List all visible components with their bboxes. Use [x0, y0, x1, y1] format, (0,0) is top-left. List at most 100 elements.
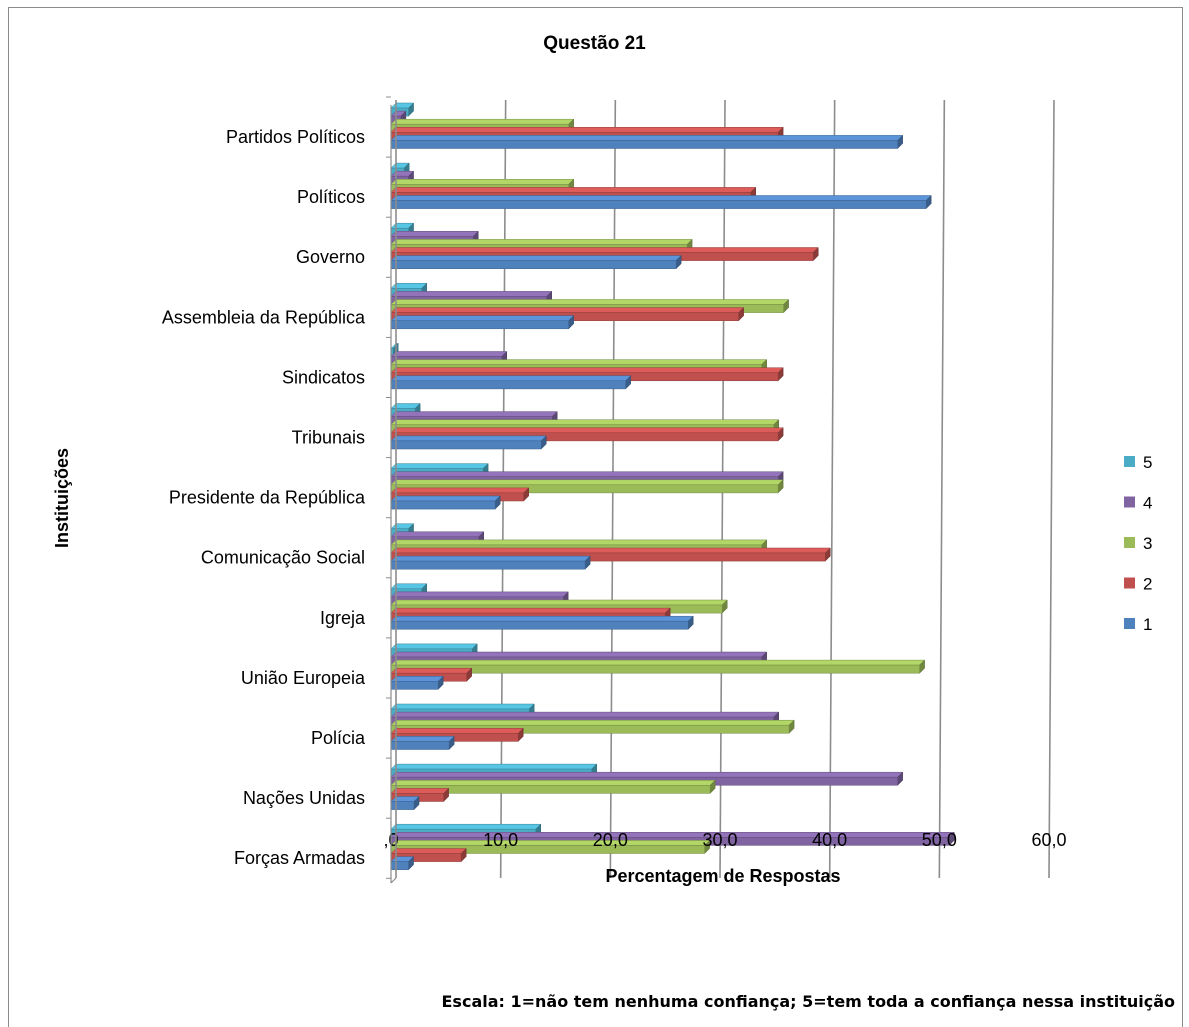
category-label: Tribunais: [292, 428, 365, 448]
y-axis-title: Instituições: [52, 448, 72, 548]
bar-series-1-11: [390, 795, 420, 811]
bar: [390, 200, 927, 209]
bar-top-face: [390, 471, 784, 477]
bar-top-face: [390, 736, 455, 742]
legend-swatch-5: [1124, 456, 1135, 467]
bar-top-face: [390, 307, 745, 313]
bar: [390, 380, 626, 390]
category-label: Forças Armadas: [234, 848, 365, 868]
bar: [390, 620, 689, 630]
bar-top-face: [390, 247, 819, 253]
bar-top-face: [390, 531, 485, 538]
bar-series-1-9: [390, 675, 444, 691]
bar-top-face: [390, 728, 524, 734]
gridline: [828, 99, 836, 879]
bar-top-face: [390, 711, 780, 718]
bar-top-face: [390, 651, 768, 658]
category-label: Sindicatos: [282, 367, 365, 387]
x-tick-label: 10,0: [483, 830, 518, 850]
x-tick-label: 50,0: [922, 830, 957, 850]
legend-label-4: 4: [1143, 494, 1152, 513]
bar-series-1-5: [390, 435, 547, 450]
bar-top-face: [390, 539, 768, 546]
bar-top-face: [390, 351, 508, 357]
bar-top-face: [390, 780, 716, 786]
category-label: Assembleia da República: [162, 307, 366, 327]
category-label: Polícia: [311, 728, 366, 748]
bar-top-face: [390, 435, 547, 442]
bar-top-face: [390, 427, 784, 434]
bar: [390, 560, 586, 570]
bar: [390, 440, 542, 450]
category-label: Comunicação Social: [201, 548, 365, 568]
legend-label-2: 2: [1143, 575, 1152, 594]
bar-top-face: [390, 127, 784, 133]
category-label: Políticos: [297, 187, 365, 207]
bar-series-3-9: [390, 659, 926, 674]
bar-top-face: [390, 763, 598, 770]
axis-corner: [390, 877, 397, 884]
legend-label-5: 5: [1143, 453, 1152, 472]
bar-series-1-3: [390, 315, 575, 330]
bar-top-face: [390, 118, 575, 125]
gridline: [1048, 99, 1055, 879]
bar-series-1-7: [390, 555, 591, 570]
bar-top-face: [390, 231, 479, 237]
bar-series-1-2: [390, 254, 682, 270]
x-tick-label: 40,0: [812, 830, 847, 850]
bar-series-1-4: [390, 375, 632, 390]
bar: [390, 140, 898, 149]
x-tick-label: 60,0: [1031, 830, 1066, 850]
bar-top-face: [390, 187, 757, 193]
legend: 5 4 3 2 1: [1124, 453, 1152, 634]
bar-top-face: [390, 823, 542, 830]
bar: [390, 320, 569, 330]
bar: [390, 741, 450, 750]
legend-swatch-3: [1124, 537, 1135, 548]
legend-label-3: 3: [1143, 534, 1152, 553]
bar-top-face: [390, 291, 553, 297]
bar-top-face: [390, 615, 694, 622]
bar-top-face: [390, 599, 728, 606]
bar-series-1-6: [390, 495, 501, 510]
bar-top-face: [390, 299, 790, 305]
bar-top-face: [390, 359, 768, 365]
bar-top-face: [390, 367, 784, 373]
bar: [390, 861, 409, 870]
bar-top-face: [390, 479, 784, 486]
x-tick-label: 20,0: [593, 830, 628, 850]
category-label: União Europeia: [241, 668, 366, 688]
x-axis-title: Percentagem de Respostas: [605, 866, 840, 886]
bar-series-3-12: [390, 839, 711, 855]
bar-top-face: [390, 848, 467, 854]
bar: [390, 681, 439, 690]
bar-top-face: [390, 607, 671, 614]
bar-top-face: [390, 555, 591, 562]
bar-top-face: [390, 419, 780, 425]
x-tick-label: 30,0: [702, 830, 737, 850]
bar-top-face: [390, 591, 569, 598]
category-label: Nações Unidas: [243, 788, 365, 808]
bar-top-face: [390, 195, 932, 201]
chart-frame: [8, 7, 1183, 1027]
chart-title: Questão 21: [543, 33, 646, 54]
bars: [390, 102, 955, 871]
bar-top-face: [390, 667, 473, 674]
bar-series-3-11: [390, 779, 716, 795]
category-label: Governo: [296, 247, 365, 267]
scale-footnote: Escala: 1=não tem nenhuma confiança; 5=t…: [441, 992, 1176, 1011]
bar-top-face: [390, 315, 575, 321]
legend-swatch-1: [1124, 618, 1135, 629]
bar-series-1-1: [390, 194, 932, 210]
bar-top-face: [390, 495, 501, 502]
bar-top-face: [390, 676, 444, 682]
bar-top-face: [390, 832, 955, 838]
bar: [390, 260, 677, 269]
bar-top-face: [390, 703, 535, 710]
bar-series-1-8: [390, 615, 694, 630]
legend-swatch-2: [1124, 577, 1135, 589]
category-label: Presidente da República: [169, 488, 366, 508]
bar-series-3-10: [390, 719, 795, 734]
